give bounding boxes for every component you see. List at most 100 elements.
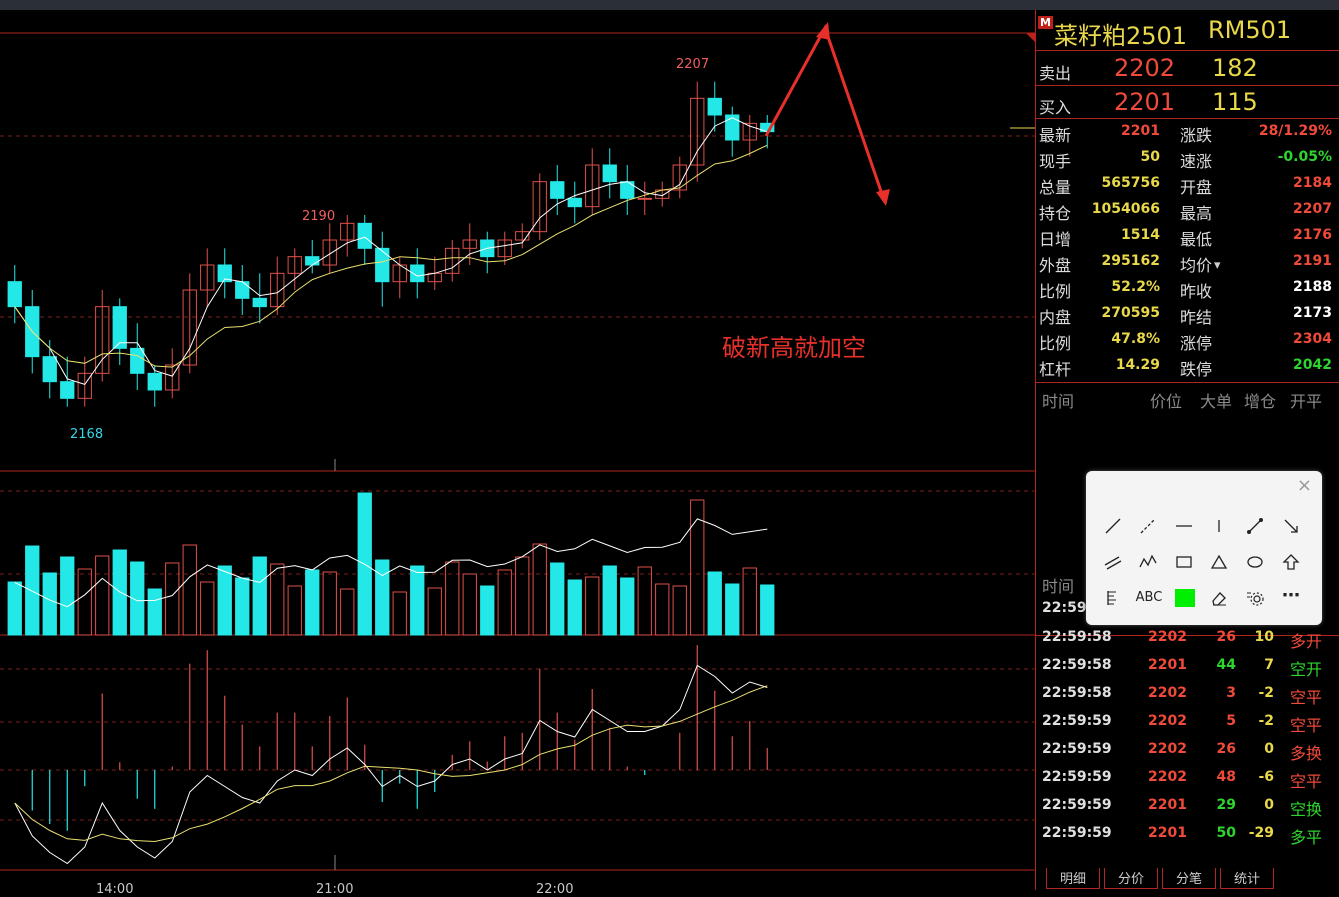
quote-value: 2304 (1293, 331, 1332, 347)
trade-type: 多开 (1290, 632, 1323, 651)
kline-chart-area[interactable]: 破新高就加空 2207 2190 2168 14:00 21:00 22:00 (0, 10, 1035, 897)
trade-type: 空平 (1290, 772, 1323, 791)
text-tool-icon[interactable]: ABC (1135, 590, 1163, 605)
divider (1036, 382, 1339, 383)
candle-body (252, 297, 267, 308)
tab-price-dist[interactable]: 分价 (1104, 868, 1158, 889)
quote-value: -0.05% (1277, 149, 1332, 165)
candle-body (410, 264, 425, 283)
horizontal-line-tool-icon[interactable] (1173, 515, 1195, 537)
volume-bar (480, 585, 495, 636)
parallel-lines-tool-icon[interactable] (1102, 551, 1124, 573)
contract-code: RM501 (1208, 16, 1292, 44)
trade-row[interactable]: 22:59:59 2202 26 0 多换 (1036, 736, 1339, 764)
trade-volume: 26 (1216, 741, 1236, 757)
ellipse-tool-icon[interactable] (1244, 551, 1266, 573)
volume-bar (567, 579, 582, 636)
trade-row[interactable]: 22:59:59 2202 5 -2 空平 (1036, 708, 1339, 736)
candle-body (305, 256, 320, 266)
quote-label: 比例 (1039, 282, 1072, 301)
quote-row: 日增 1514 最低 2176 (1036, 223, 1339, 249)
candle-body (532, 181, 547, 233)
quote-value: 50 (1140, 149, 1160, 165)
quote-row: 比例 52.2% 昨收 2188 (1036, 275, 1339, 301)
forecast-arrow-path (764, 24, 886, 201)
trade-row[interactable]: 22:59:59 2201 50 -29 多平 (1036, 820, 1339, 848)
candle-body (497, 239, 512, 258)
trade-row[interactable]: 22:59:58 2202 3 -2 空平 (1036, 680, 1339, 708)
color-swatch[interactable] (1174, 587, 1196, 609)
volume-bar (217, 565, 232, 636)
tab-detail[interactable]: 明细 (1046, 868, 1100, 889)
volume-bar (42, 572, 57, 636)
candle-body (165, 364, 180, 391)
eraser-icon[interactable] (1208, 587, 1230, 609)
trade-price: 2202 (1148, 741, 1187, 757)
ma-line-long (14, 144, 768, 368)
trade-row[interactable]: 22:59:58 2201 44 7 空开 (1036, 652, 1339, 680)
volume-bar (760, 584, 775, 636)
up-arrow-tool-icon[interactable] (1280, 551, 1302, 573)
vertical-line-tool-icon[interactable] (1208, 515, 1230, 537)
quote-label: 开盘 (1180, 178, 1213, 197)
tab-ticks[interactable]: 分笔 (1162, 868, 1216, 889)
volume-bar (375, 559, 390, 636)
volume-bar (147, 588, 162, 636)
quote-label: 跌停 (1180, 360, 1213, 379)
detail-header-oi-change: 增仓 (1244, 392, 1277, 411)
high-price-marker: 2207 (676, 57, 710, 72)
volume-bar (462, 573, 477, 636)
arrow-line-tool-icon[interactable] (1280, 515, 1302, 537)
rectangle-tool-icon[interactable] (1173, 551, 1195, 573)
trade-price: 2202 (1148, 629, 1187, 645)
candle-body (112, 306, 127, 349)
quote-value: 1054066 (1091, 201, 1160, 217)
candle-body (515, 231, 530, 241)
trade-type: 空开 (1290, 660, 1323, 679)
quote-label: 总量 (1039, 178, 1072, 197)
trade-row[interactable]: 22:59:58 2202 26 10 多开 (1036, 624, 1339, 652)
quote-row: 外盘 295162 均价 2191 (1036, 249, 1339, 275)
volume-bar (252, 556, 267, 636)
trade-time: 22:59:59 (1042, 769, 1112, 785)
kline-chart-svg[interactable] (0, 10, 1035, 890)
trade-row[interactable]: 22:59:59 2202 48 -6 空平 (1036, 764, 1339, 792)
trade-row[interactable]: 22:59:59 2201 29 0 空换 (1036, 792, 1339, 820)
more-icon[interactable]: ⋯ (1282, 585, 1300, 606)
close-icon[interactable]: × (1296, 475, 1312, 496)
candle-body (742, 122, 757, 141)
trade-price: 2201 (1148, 657, 1187, 673)
quote-value: 2201 (1121, 123, 1160, 139)
bid-volume: 115 (1212, 88, 1258, 116)
low-price-marker: 2168 (70, 427, 104, 442)
tab-statistics[interactable]: 统计 (1220, 868, 1274, 889)
quote-value: 28/1.29% (1258, 123, 1332, 139)
volume-bar (305, 569, 320, 636)
volume-bar (392, 591, 407, 636)
ask-row: 卖出 2202 182 (1036, 52, 1339, 86)
trade-volume: 26 (1216, 629, 1236, 645)
trade-oi-change: -2 (1258, 685, 1274, 701)
volume-bar (655, 583, 670, 636)
chevron-down-icon[interactable]: ▾ (1214, 258, 1221, 273)
candle-body (130, 347, 145, 374)
trade-volume: 50 (1216, 825, 1236, 841)
panel-tab-bar: 明细 分价 分笔 统计 (1046, 868, 1339, 890)
trade-oi-change: 7 (1264, 657, 1274, 673)
trade-oi-change: -6 (1258, 769, 1274, 785)
triangle-tool-icon[interactable] (1208, 551, 1230, 573)
trade-time: 22:59:58 (1042, 657, 1112, 673)
quote-row: 持仓 1054066 最高 2207 (1036, 197, 1339, 223)
zigzag-tool-icon[interactable] (1137, 551, 1159, 573)
quote-row: 杠杆 14.29 跌停 2042 (1036, 353, 1339, 379)
line-tool-icon[interactable] (1102, 515, 1124, 537)
candle-body (95, 306, 110, 374)
quote-panel: M 菜籽粕2501 RM501 卖出 2202 182 买入 2201 115 … (1035, 10, 1339, 890)
fibonacci-tool-icon[interactable] (1102, 587, 1124, 609)
segment-tool-icon[interactable] (1244, 515, 1266, 537)
candle-body (445, 247, 460, 274)
trade-oi-change: 10 (1254, 629, 1274, 645)
ray-tool-icon[interactable] (1137, 515, 1159, 537)
volume-bar (532, 543, 547, 636)
settings-gear-icon[interactable] (1244, 587, 1266, 609)
